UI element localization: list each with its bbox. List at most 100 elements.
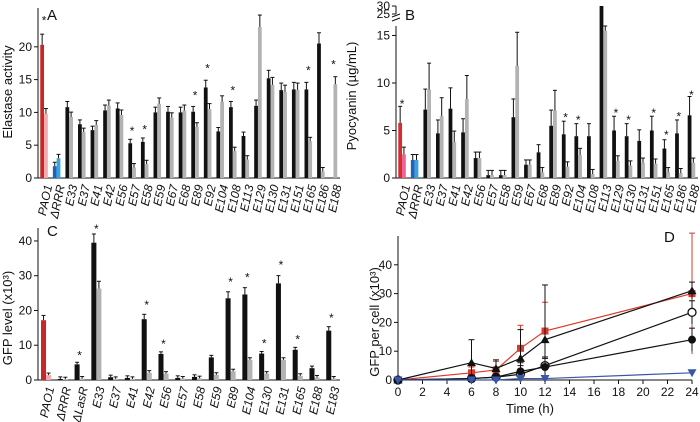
significance-asterisk: * bbox=[295, 332, 300, 346]
significance-asterisk: * bbox=[677, 110, 682, 124]
bar bbox=[320, 171, 325, 178]
x-tick-label: 0 bbox=[395, 385, 402, 399]
bar bbox=[461, 132, 465, 178]
significance-asterisk: * bbox=[77, 349, 82, 363]
bar bbox=[69, 116, 73, 178]
category-label: E58 bbox=[138, 183, 156, 207]
data-point bbox=[687, 369, 697, 378]
series-line bbox=[398, 372, 693, 381]
category-label: E104 bbox=[570, 183, 590, 214]
data-point bbox=[541, 363, 549, 372]
category-label: E131 bbox=[275, 183, 295, 213]
bar bbox=[90, 130, 95, 178]
series-line bbox=[397, 339, 693, 381]
bar bbox=[207, 109, 212, 178]
bar bbox=[153, 112, 158, 178]
bar bbox=[41, 320, 47, 380]
category-label: E59 bbox=[508, 183, 526, 207]
significance-asterisk: * bbox=[689, 88, 694, 102]
bar bbox=[527, 164, 532, 178]
bar bbox=[308, 141, 313, 178]
bar bbox=[266, 78, 271, 178]
bar bbox=[280, 359, 286, 380]
data-point bbox=[393, 376, 403, 385]
bar bbox=[44, 113, 48, 178]
bar bbox=[333, 84, 338, 178]
x-tick-label: 2 bbox=[419, 385, 426, 399]
data-point bbox=[516, 367, 525, 376]
category-label: E33 bbox=[62, 183, 80, 207]
bar bbox=[106, 105, 111, 178]
significance-asterisk: * bbox=[245, 270, 250, 284]
bar bbox=[124, 377, 130, 380]
category-label: E129 bbox=[608, 183, 628, 214]
bar bbox=[603, 30, 608, 178]
panel-d-ylabel: GFP per cell (x10³) bbox=[367, 267, 382, 377]
category-label: E59 bbox=[207, 385, 225, 409]
bar bbox=[536, 152, 541, 178]
bar bbox=[687, 115, 692, 178]
data-point bbox=[687, 307, 697, 317]
significance-asterisk: * bbox=[130, 124, 135, 138]
category-label: E56 bbox=[113, 183, 131, 207]
category-label: E42 bbox=[140, 385, 158, 409]
category-label: E186 bbox=[671, 183, 691, 214]
category-label: E89 bbox=[546, 183, 564, 207]
category-label: PAO1 bbox=[35, 183, 55, 216]
bar bbox=[414, 159, 419, 178]
category-label: PAO1 bbox=[393, 183, 413, 216]
category-label: E59 bbox=[150, 183, 168, 207]
bar bbox=[448, 108, 453, 178]
bar bbox=[637, 140, 642, 178]
bar bbox=[163, 373, 169, 380]
significance-asterisk: * bbox=[228, 275, 233, 289]
bar bbox=[309, 368, 315, 380]
bar bbox=[264, 373, 270, 380]
bar bbox=[578, 155, 582, 178]
bar bbox=[108, 377, 114, 380]
bar bbox=[182, 110, 187, 178]
category-label: E131 bbox=[273, 385, 293, 415]
bar bbox=[195, 126, 199, 178]
x-tick-label: 24 bbox=[685, 385, 699, 399]
category-label: E151 bbox=[645, 183, 665, 213]
bar bbox=[565, 166, 570, 178]
category-label: E104 bbox=[239, 385, 259, 416]
bar bbox=[225, 298, 231, 380]
bar bbox=[129, 378, 135, 380]
panel-a-ylabel: Elastase activity bbox=[0, 45, 15, 139]
significance-asterisk: * bbox=[144, 298, 149, 312]
y-tick-label: 25 bbox=[377, 7, 391, 21]
category-label: E58 bbox=[190, 385, 208, 409]
significance-asterisk: * bbox=[306, 64, 311, 78]
bar bbox=[192, 376, 198, 380]
y-tick-label: 10 bbox=[377, 76, 391, 90]
bar bbox=[291, 89, 296, 178]
y-tick-label: 40 bbox=[379, 258, 393, 272]
bar bbox=[78, 124, 82, 178]
category-label: E58 bbox=[496, 183, 514, 207]
bar bbox=[79, 378, 85, 380]
significance-asterisk: * bbox=[651, 106, 656, 120]
bar bbox=[96, 288, 102, 380]
panel-c-label: C bbox=[47, 223, 58, 240]
y-tick-label: 0 bbox=[25, 171, 32, 185]
y-tick-label: 0 bbox=[383, 171, 390, 185]
category-label: E188 bbox=[683, 183, 700, 214]
bar bbox=[502, 175, 507, 178]
series-line bbox=[397, 290, 693, 381]
category-label: E42 bbox=[100, 183, 118, 207]
bar bbox=[402, 154, 406, 178]
y-tick-label: 10 bbox=[19, 338, 33, 352]
category-label: E165 bbox=[300, 183, 320, 214]
y-tick-label: 5 bbox=[25, 138, 32, 152]
bar bbox=[46, 375, 52, 380]
category-label: E89 bbox=[188, 183, 206, 207]
significance-asterisk: * bbox=[626, 113, 631, 127]
bar bbox=[326, 330, 332, 380]
data-point bbox=[491, 376, 501, 385]
x-tick-label: 12 bbox=[538, 385, 552, 399]
significance-asterisk: * bbox=[331, 58, 336, 72]
category-label: E188 bbox=[325, 183, 345, 214]
